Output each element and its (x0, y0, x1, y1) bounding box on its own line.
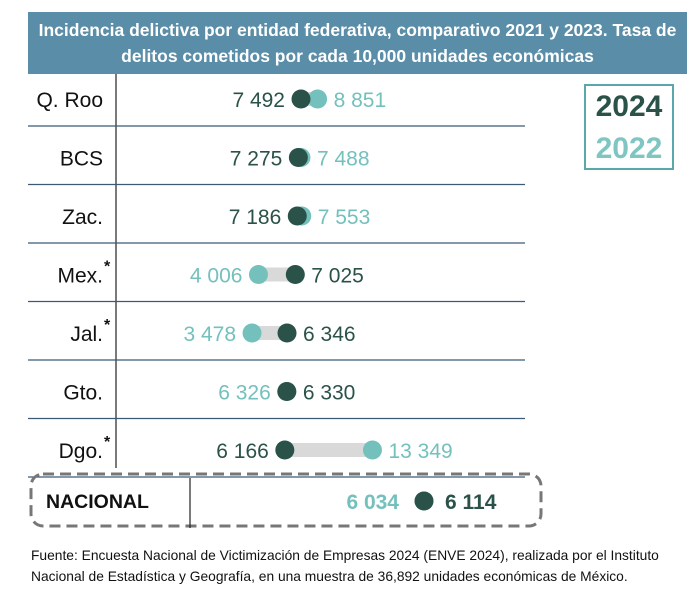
row-label-asterisk: * (104, 259, 111, 276)
value-2022: 6 034 (346, 491, 399, 514)
value-2024: 6 166 (216, 440, 269, 463)
dot-2022 (362, 440, 382, 460)
row-label: Q. Roo (36, 89, 103, 112)
dot-2024 (285, 265, 305, 284)
dot-2024 (288, 148, 308, 167)
dot-2022 (308, 89, 328, 109)
range-bar (258, 267, 296, 282)
dot-2024 (275, 440, 295, 460)
value-2024: 7 186 (229, 206, 282, 229)
dot-2024 (277, 323, 297, 343)
row-label: Zac. (62, 206, 103, 229)
value-2022: 4 006 (190, 265, 243, 288)
range-bar (284, 443, 373, 457)
dot-2022 (248, 265, 268, 284)
value-2022: 7 488 (317, 148, 370, 171)
row-label-asterisk: * (104, 317, 111, 334)
chart-rows: Q. Roo 7 492 8 851 BCS 7 275 7 488 Zac. 7 186 7 … (28, 89, 525, 478)
row-label: BCS (60, 148, 103, 171)
national-label: NACIONAL (46, 491, 149, 513)
legend: 2024 2022 (584, 84, 674, 170)
row-label: Gto. (63, 382, 103, 405)
value-2022: 6 326 (218, 382, 271, 405)
national-box (29, 472, 543, 528)
source-footnote: Fuente: Encuesta Nacional de Victimizaci… (31, 548, 659, 584)
dot-2024 (277, 382, 297, 401)
row-label: Mex. (57, 265, 103, 288)
dot-2022 (242, 323, 262, 343)
value-2024: 7 492 (232, 89, 285, 112)
value-2024: 7 025 (311, 265, 364, 288)
value-2024: 6 114 (445, 491, 497, 514)
dot-2024 (291, 89, 311, 109)
value-2022: 13 349 (388, 440, 452, 463)
national-row: NACIONAL 6 034 6 114 (46, 491, 497, 514)
value-2022: 8 851 (334, 89, 387, 112)
row-label: Dgo. (59, 440, 103, 463)
value-2024: 6 330 (303, 382, 356, 405)
row-label: Jal. (70, 323, 103, 346)
value-2024: 7 275 (230, 148, 283, 171)
legend-2022: 2022 (595, 132, 663, 165)
legend-2024: 2024 (595, 90, 663, 123)
value-2022: 7 553 (318, 206, 371, 229)
chart-title: Incidencia delictiva por entidad federat… (28, 12, 687, 74)
row-label-asterisk: * (104, 434, 111, 451)
dot-2024 (414, 491, 434, 511)
value-2024: 6 346 (303, 323, 356, 346)
dot-2024 (287, 206, 307, 226)
value-2022: 3 478 (183, 323, 236, 346)
